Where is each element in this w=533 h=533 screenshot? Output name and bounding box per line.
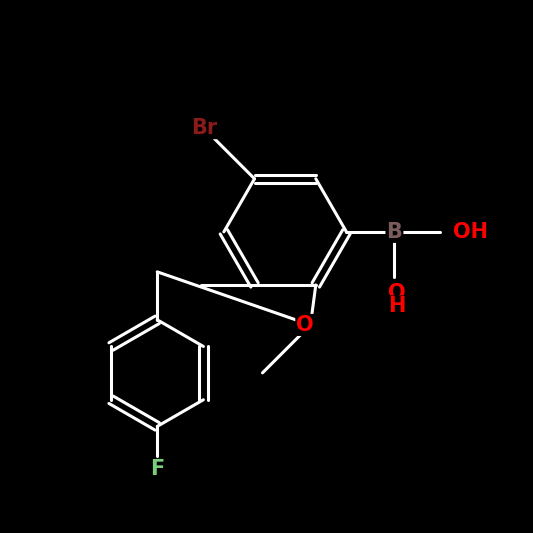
Text: O: O — [388, 283, 406, 303]
Text: B: B — [386, 222, 402, 242]
Text: O: O — [296, 315, 314, 335]
Text: Br: Br — [191, 118, 217, 138]
Text: OH: OH — [453, 222, 488, 242]
Text: F: F — [150, 459, 164, 479]
Text: H: H — [389, 296, 406, 317]
